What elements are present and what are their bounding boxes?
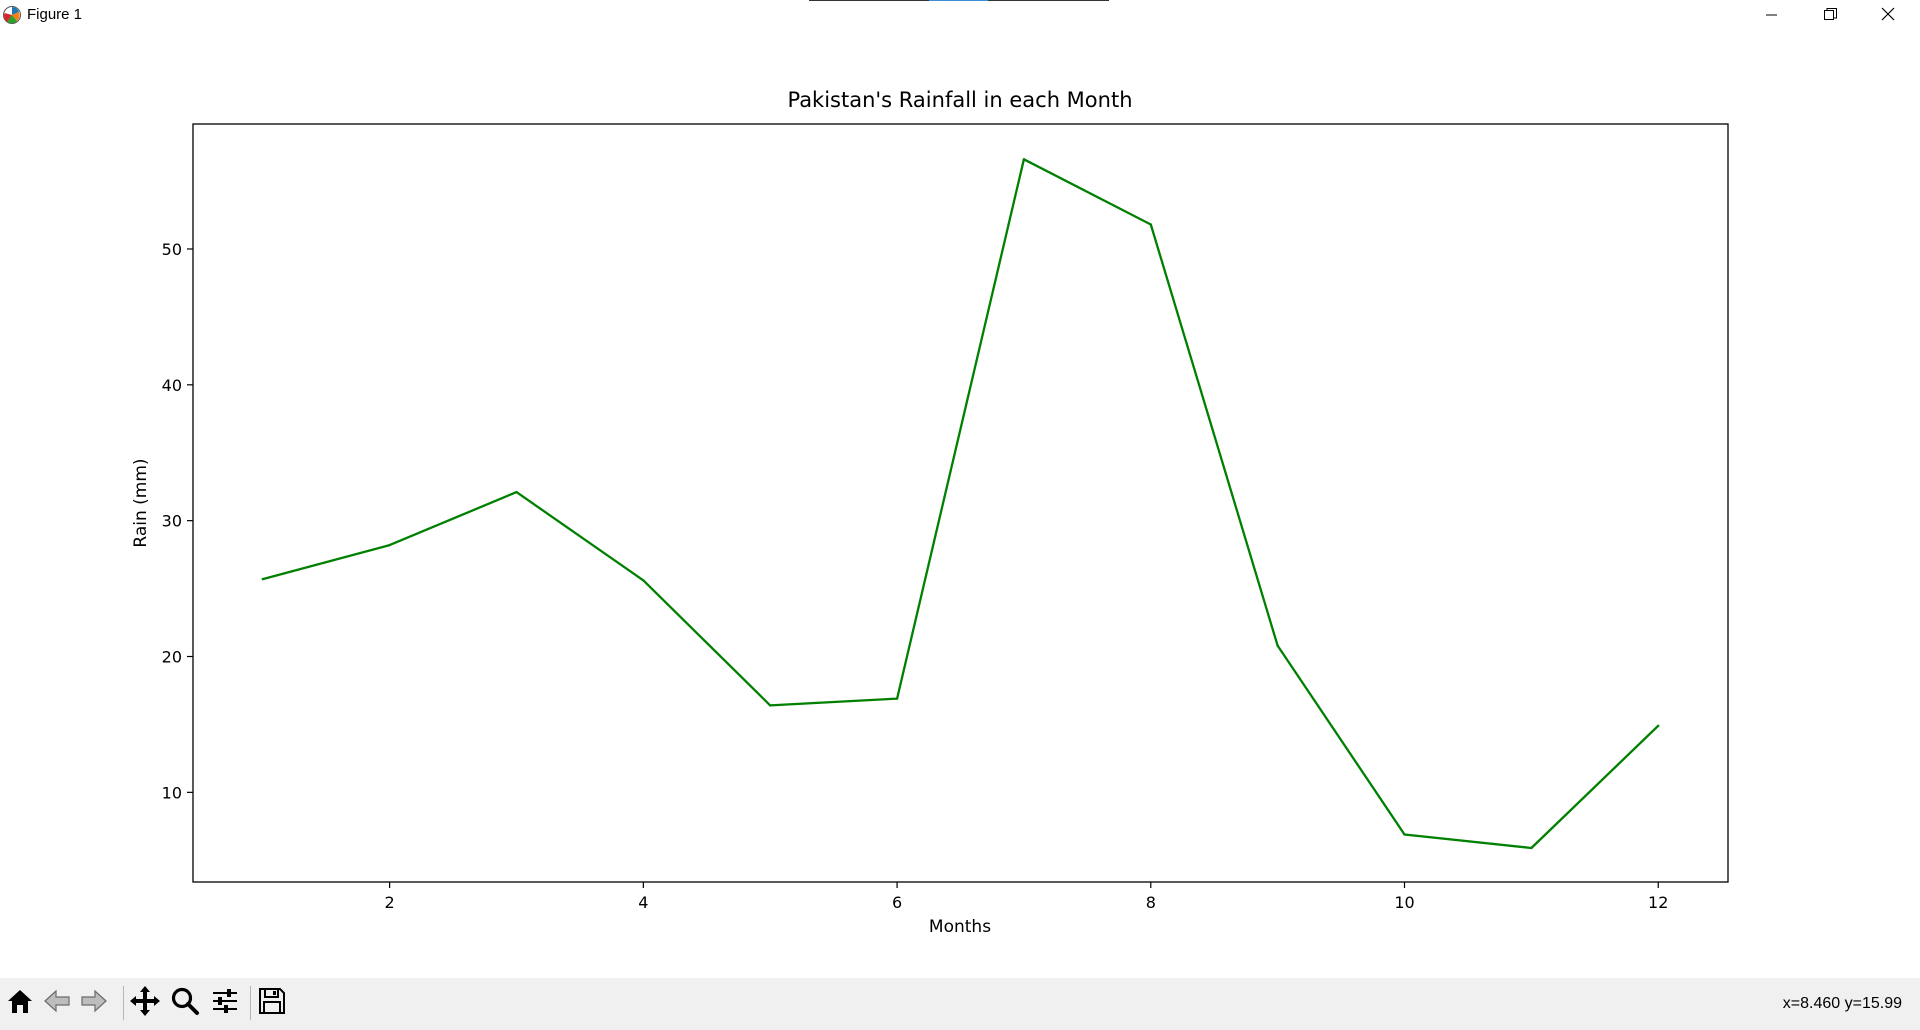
axes-frame	[192, 123, 1729, 883]
pan-icon	[129, 985, 161, 1021]
home-button[interactable]	[3, 985, 37, 1021]
data-point	[895, 697, 899, 700]
close-icon	[1881, 6, 1895, 25]
title-bar: Figure 1	[0, 0, 1920, 30]
x-tick-label: 6	[892, 893, 902, 912]
forward-arrow-icon	[79, 986, 109, 1020]
y-axis-label: Rain (mm)	[131, 458, 151, 547]
data-point	[1022, 158, 1026, 161]
x-tick-label: 8	[1146, 893, 1156, 912]
x-axis-ticks: 2 4 6 8 10 12	[385, 882, 1668, 912]
title-bar-indicator	[809, 0, 1109, 1]
zoom-button[interactable]	[168, 985, 202, 1021]
restore-button[interactable]	[1801, 0, 1859, 30]
y-tick-label: 30	[162, 512, 182, 531]
data-point	[261, 577, 264, 581]
line-chart: Pakistan's Rainfall in each Month 2 4 6 8 10…	[131, 88, 1729, 937]
forward-button[interactable]	[77, 985, 111, 1021]
data-point	[1403, 833, 1406, 836]
data-point	[769, 704, 772, 707]
rainfall-series-line	[262, 158, 1659, 850]
minimize-icon	[1766, 6, 1778, 25]
data-point	[1657, 724, 1660, 727]
figure-canvas[interactable]: Pakistan's Rainfall in each Month 2 4 6 8 10…	[0, 30, 1920, 978]
configure-subplots-icon	[210, 986, 240, 1020]
y-tick-label: 20	[162, 648, 182, 667]
x-tick-label: 10	[1394, 893, 1414, 912]
data-point	[642, 579, 645, 582]
y-axis-ticks: 10 20 30 40 50	[162, 240, 193, 802]
data-point	[1530, 846, 1533, 850]
toolbar-separator	[123, 986, 124, 1020]
x-axis-label: Months	[929, 917, 991, 937]
back-button[interactable]	[40, 985, 74, 1021]
minimize-button[interactable]	[1743, 0, 1801, 30]
data-points	[261, 158, 1660, 850]
chart-title: Pakistan's Rainfall in each Month	[787, 88, 1132, 112]
zoom-icon	[170, 986, 200, 1020]
x-tick-label: 2	[385, 893, 395, 912]
y-tick-label: 10	[162, 783, 182, 802]
back-arrow-icon	[42, 986, 72, 1020]
home-icon	[5, 986, 35, 1020]
y-tick-label: 40	[162, 376, 182, 395]
data-point	[1149, 223, 1152, 226]
close-button[interactable]	[1859, 0, 1917, 30]
configure-subplots-button[interactable]	[208, 985, 242, 1021]
navigation-toolbar: x=8.460 y=15.99	[0, 978, 1920, 1030]
x-tick-label: 4	[638, 893, 648, 912]
window-title: Figure 1	[27, 6, 83, 23]
save-button[interactable]	[255, 985, 289, 1021]
x-tick-label: 12	[1648, 893, 1668, 912]
toolbar-separator	[250, 986, 251, 1020]
cursor-coordinates: x=8.460 y=15.99	[1782, 995, 1902, 1012]
pan-button[interactable]	[128, 985, 162, 1021]
y-tick-label: 50	[162, 240, 182, 259]
save-icon	[257, 986, 287, 1020]
data-point	[1276, 644, 1279, 647]
matplotlib-logo-icon	[2, 5, 22, 25]
data-point	[388, 543, 391, 547]
data-point	[515, 490, 518, 494]
restore-icon	[1823, 6, 1837, 25]
